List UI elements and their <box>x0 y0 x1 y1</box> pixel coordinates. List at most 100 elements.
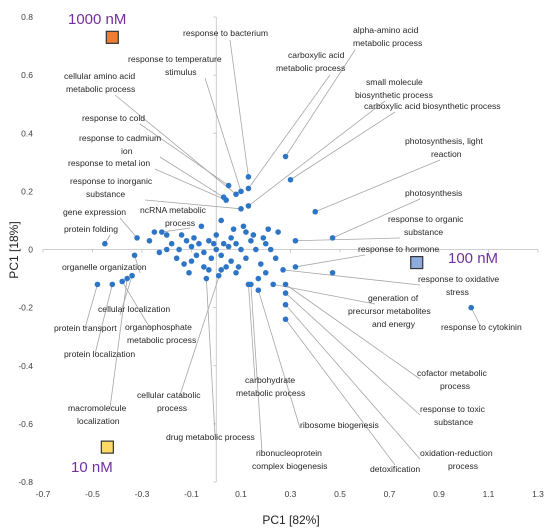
term-label: cellular catabolic <box>137 390 201 400</box>
leader-line <box>109 278 128 409</box>
leader-line <box>205 278 216 436</box>
concentration-label: 10 nM <box>71 459 113 476</box>
term-label: carboxylic acid biosynthetic process <box>364 101 501 111</box>
data-points <box>94 153 474 323</box>
data-point <box>253 246 259 253</box>
term-label: generation of <box>368 293 419 303</box>
leader-line <box>248 74 331 189</box>
term-label: response to bacterium <box>183 28 268 38</box>
term-label: substance <box>434 417 473 427</box>
term-label: ion <box>121 146 133 156</box>
data-point <box>329 269 336 276</box>
x-tick-label: -0.1 <box>184 489 199 499</box>
leader-line <box>229 39 249 177</box>
term-label: reaction <box>431 149 462 159</box>
term-label: metabolic process <box>353 38 422 48</box>
leader-line <box>332 198 421 239</box>
tick-labels: -0.7 -0.5 -0.3 -0.1 0.1 0.3 0.5 0.7 0.9 1.1 1.3 0.8… <box>18 12 544 499</box>
data-point <box>183 237 190 244</box>
data-point <box>168 240 175 247</box>
leader-line <box>285 304 421 460</box>
leader-line <box>134 255 141 274</box>
data-point <box>215 272 222 279</box>
leader-line <box>139 123 229 186</box>
annotated-point <box>233 191 239 198</box>
term-label: precursor metabolites <box>348 306 431 316</box>
leader-lines <box>84 39 481 466</box>
leader-line <box>248 284 256 381</box>
term-label: protein folding <box>64 224 118 234</box>
concentration-label: 100 nM <box>448 250 498 267</box>
leader-line <box>285 49 356 157</box>
term-label: macromolecule <box>68 403 126 413</box>
y-tick-label: -0.2 <box>18 303 33 313</box>
x-axis-label: PC1 [82%] <box>262 513 319 527</box>
leader-line <box>315 159 441 213</box>
term-label: photosynthesis <box>405 188 462 198</box>
leader-line <box>161 227 191 233</box>
y-tick-label: 0.8 <box>21 12 33 22</box>
data-point <box>188 243 195 250</box>
annotated-point <box>238 188 244 195</box>
data-point <box>178 232 185 238</box>
annotated-point <box>238 206 244 212</box>
data-point <box>250 232 257 238</box>
data-point <box>198 223 205 230</box>
data-point <box>225 243 232 250</box>
term-label: substance <box>404 227 443 237</box>
leader-line <box>295 254 366 268</box>
data-point <box>191 235 197 241</box>
data-point <box>163 232 170 238</box>
term-label: cellular amino acid <box>64 71 135 81</box>
term-label: carboxylic acid <box>288 50 345 60</box>
term-label: organelle organization <box>62 262 147 272</box>
data-point <box>235 264 242 270</box>
data-point <box>176 246 182 253</box>
term-label: alpha-amino acid <box>353 25 419 35</box>
x-tick-label: 0.9 <box>433 489 445 499</box>
data-point <box>262 269 269 276</box>
leader-line <box>84 284 98 329</box>
data-point <box>230 226 237 232</box>
leader-line <box>154 168 227 201</box>
term-label: detoxification <box>370 464 420 474</box>
leader-line <box>119 275 133 316</box>
term-label: response to hormone <box>358 244 439 254</box>
data-point <box>223 264 229 270</box>
leader-line <box>257 290 301 429</box>
data-point <box>213 246 220 253</box>
term-label: protein transport <box>54 323 117 333</box>
data-point <box>201 249 207 256</box>
annotated-point <box>292 237 299 244</box>
annotated-point <box>282 153 289 160</box>
leader-line <box>159 156 224 198</box>
annotated-point <box>468 304 474 311</box>
annotated-point <box>131 252 138 259</box>
annotated-point <box>218 267 224 273</box>
annotated-point <box>119 278 125 285</box>
x-tick-label: 0.3 <box>285 489 297 499</box>
term-label: stimulus <box>165 67 197 77</box>
term-label: response to cytokinin <box>441 322 522 332</box>
sample-marker <box>410 255 424 270</box>
term-label: stress <box>446 287 469 297</box>
term-label: organophosphate <box>125 322 192 332</box>
leader-line <box>470 307 481 326</box>
term-label: response to cadmium <box>79 133 161 143</box>
x-tick-label: -0.5 <box>85 489 100 499</box>
term-label: small molecule <box>366 77 423 87</box>
data-point <box>206 267 212 273</box>
term-label: process <box>448 461 478 471</box>
term-label: process <box>440 381 470 391</box>
sample-markers <box>100 30 424 454</box>
data-point <box>260 235 267 241</box>
x-tick-label: 1.1 <box>483 489 495 499</box>
term-label: cellular localization <box>98 304 170 314</box>
x-tick-label: 0.7 <box>384 489 396 499</box>
term-label: ribosome biogenesis <box>300 420 379 430</box>
data-point <box>243 255 249 262</box>
data-point <box>218 217 224 224</box>
annotated-point <box>292 264 299 270</box>
leader-line <box>283 269 421 286</box>
annotated-point <box>129 272 135 279</box>
